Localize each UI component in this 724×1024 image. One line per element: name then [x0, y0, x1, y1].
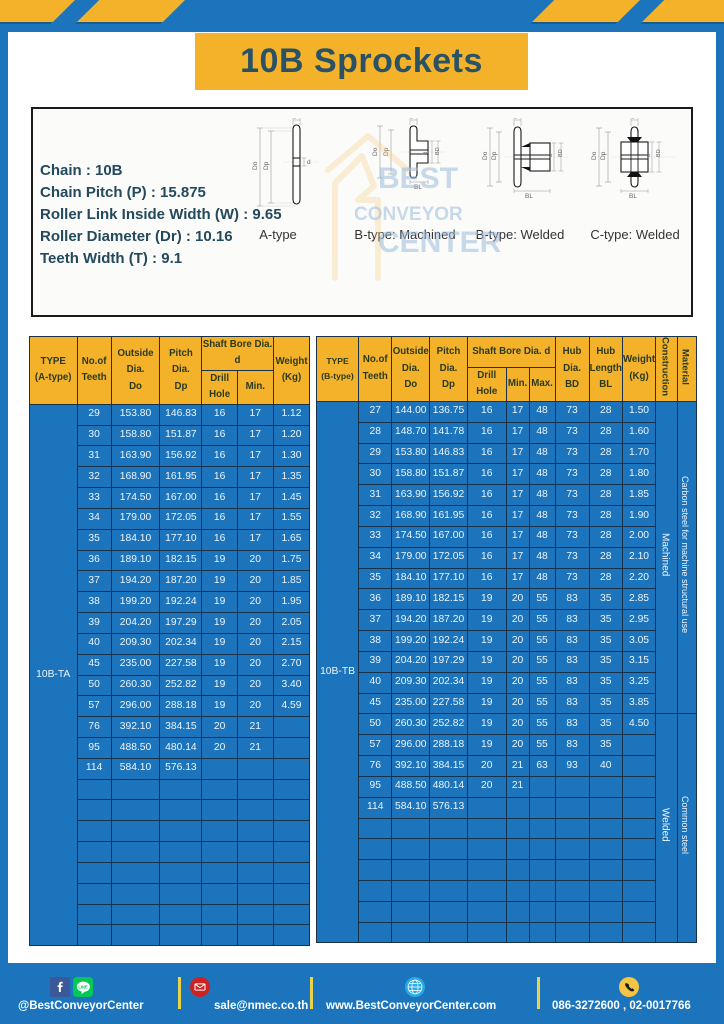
svg-text:BD: BD	[558, 149, 564, 157]
svg-text:Do: Do	[252, 161, 259, 170]
svg-text:BEST: BEST	[378, 162, 458, 195]
svg-text:T: T	[514, 118, 518, 121]
svg-text:d: d	[646, 154, 652, 157]
svg-text:CONVEYOR: CONVEYOR	[354, 204, 463, 225]
svg-text:Dp: Dp	[263, 161, 270, 170]
svg-text:CENTER: CENTER	[378, 226, 502, 259]
svg-text:BL: BL	[629, 193, 637, 200]
svg-text:T: T	[410, 118, 414, 121]
svg-text:Do: Do	[591, 151, 598, 160]
svg-text:Dp: Dp	[600, 151, 607, 160]
svg-text:LINE: LINE	[78, 985, 88, 990]
svg-text:T: T	[293, 118, 297, 121]
svg-text:BD: BD	[656, 149, 662, 157]
svg-text:T: T	[631, 118, 635, 121]
svg-text:d: d	[307, 159, 311, 166]
